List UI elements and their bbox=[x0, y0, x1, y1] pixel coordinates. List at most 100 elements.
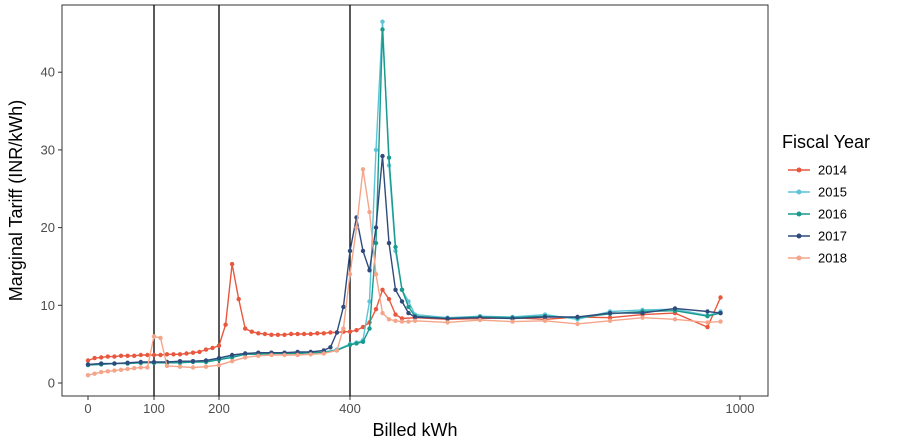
data-point bbox=[354, 225, 359, 230]
data-point bbox=[184, 351, 189, 356]
data-point bbox=[347, 272, 353, 277]
data-point bbox=[575, 321, 580, 327]
data-point bbox=[542, 318, 548, 323]
data-point bbox=[367, 268, 372, 273]
legend-label: 2015 bbox=[818, 185, 847, 200]
data-point bbox=[223, 322, 228, 327]
data-point bbox=[243, 326, 248, 331]
data-point bbox=[542, 314, 548, 320]
legend-key-point bbox=[796, 233, 802, 239]
data-point bbox=[164, 352, 170, 357]
x-axis: 0 100 200 400 1000 bbox=[84, 396, 754, 416]
data-point bbox=[112, 368, 117, 373]
data-point bbox=[216, 362, 222, 368]
data-point bbox=[386, 317, 392, 322]
data-point bbox=[112, 354, 117, 359]
data-point bbox=[380, 19, 385, 24]
data-point bbox=[229, 352, 235, 358]
data-point bbox=[164, 363, 170, 369]
data-point bbox=[575, 314, 580, 320]
data-point bbox=[99, 369, 104, 375]
legend-label: 2014 bbox=[818, 163, 847, 178]
y-tick-label: 40 bbox=[41, 65, 55, 80]
data-point bbox=[445, 316, 450, 321]
data-point bbox=[85, 358, 91, 363]
data-point bbox=[386, 155, 392, 160]
data-point bbox=[406, 304, 411, 310]
data-point bbox=[125, 366, 130, 372]
legend-item-2018: 2018 bbox=[788, 251, 847, 266]
data-point bbox=[295, 331, 300, 337]
data-point bbox=[203, 364, 209, 369]
legend-key-point bbox=[796, 189, 802, 195]
data-point bbox=[718, 319, 723, 324]
legend-label: 2018 bbox=[818, 251, 847, 266]
data-point bbox=[229, 359, 235, 364]
data-point bbox=[367, 209, 372, 215]
data-point bbox=[347, 329, 353, 334]
legend-key-point bbox=[796, 211, 802, 217]
data-point bbox=[99, 361, 104, 366]
data-point bbox=[399, 316, 405, 321]
data-point bbox=[85, 373, 91, 378]
legend-key-point bbox=[796, 255, 802, 261]
y-tick-label: 10 bbox=[41, 298, 55, 313]
data-point bbox=[399, 287, 405, 292]
data-point bbox=[125, 360, 130, 365]
data-point bbox=[360, 167, 366, 172]
data-point bbox=[607, 315, 613, 320]
data-point bbox=[132, 366, 137, 371]
data-point bbox=[295, 349, 300, 355]
data-point bbox=[118, 353, 124, 358]
data-point bbox=[216, 355, 222, 361]
y-axis-title: Marginal Tariff (INR/kWh) bbox=[6, 100, 26, 301]
data-point bbox=[373, 272, 379, 277]
data-point bbox=[399, 319, 405, 324]
data-point bbox=[125, 353, 130, 358]
data-point bbox=[158, 352, 163, 358]
legend-item-2017: 2017 bbox=[788, 229, 847, 244]
data-point bbox=[347, 248, 353, 254]
data-point bbox=[132, 353, 137, 358]
data-point bbox=[360, 339, 366, 344]
data-point bbox=[243, 351, 248, 356]
data-point bbox=[262, 331, 268, 337]
data-point bbox=[640, 315, 645, 320]
data-point bbox=[177, 352, 183, 357]
data-point bbox=[607, 318, 613, 323]
data-point bbox=[112, 361, 117, 366]
legend-label: 2017 bbox=[818, 229, 847, 244]
data-point bbox=[640, 310, 645, 316]
data-point bbox=[510, 316, 515, 321]
data-point bbox=[445, 320, 450, 325]
data-point bbox=[328, 345, 333, 350]
data-point bbox=[718, 310, 723, 316]
data-point bbox=[190, 350, 196, 355]
data-point bbox=[203, 347, 209, 352]
data-point bbox=[171, 352, 176, 357]
y-axis: 0 10 20 30 40 bbox=[41, 65, 62, 391]
data-point bbox=[354, 341, 359, 346]
data-point bbox=[190, 359, 196, 364]
data-point bbox=[229, 261, 235, 267]
data-point bbox=[321, 351, 326, 356]
data-point bbox=[256, 331, 261, 336]
legend-title: Fiscal Year bbox=[782, 132, 870, 152]
x-tick-label: 400 bbox=[339, 401, 361, 416]
data-point bbox=[256, 353, 261, 358]
data-point bbox=[412, 314, 418, 320]
series-2018 bbox=[85, 167, 723, 378]
x-tick-label: 1000 bbox=[726, 401, 755, 416]
series-2014 bbox=[85, 261, 723, 363]
data-point bbox=[138, 352, 143, 358]
data-point bbox=[347, 342, 353, 348]
data-point bbox=[386, 296, 392, 302]
data-point bbox=[308, 352, 313, 357]
data-point bbox=[393, 244, 398, 250]
data-point bbox=[288, 331, 294, 337]
data-point bbox=[177, 364, 183, 369]
data-point bbox=[341, 304, 346, 310]
data-point bbox=[118, 367, 124, 372]
data-point bbox=[393, 318, 398, 323]
legend-item-2016: 2016 bbox=[788, 207, 847, 222]
